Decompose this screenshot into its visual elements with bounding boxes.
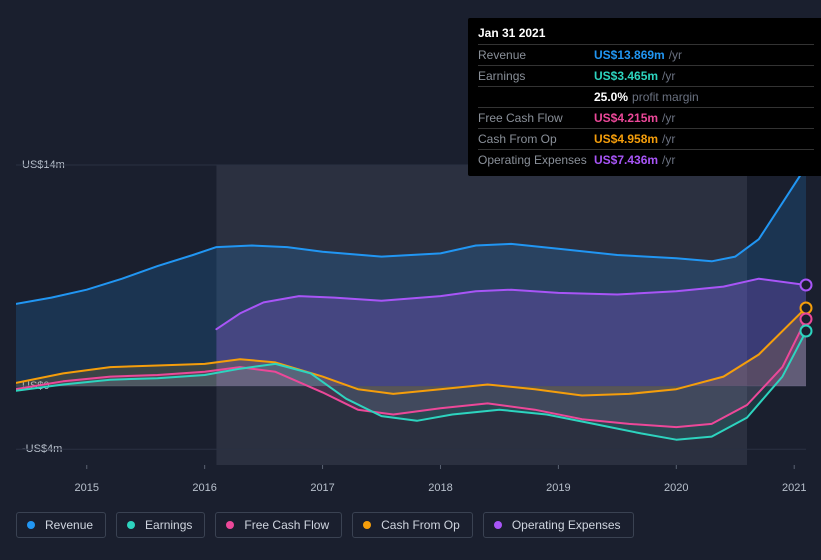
tooltip-row-unit: /yr [662,69,675,83]
legend-item-cash-from-op[interactable]: Cash From Op [352,512,473,538]
tooltip-row-label: Free Cash Flow [478,110,594,126]
legend-item-label: Revenue [45,518,93,532]
chart-plot-area[interactable] [16,155,806,475]
x-axis-label: 2018 [428,482,452,494]
tooltip-row-label [478,89,594,105]
tooltip-row: Cash From OpUS$4.958m/yr [478,128,814,149]
tooltip-date: Jan 31 2021 [478,24,814,44]
tooltip-row-unit: /yr [662,111,675,125]
x-axis-label: 2019 [546,482,570,494]
legend-item-earnings[interactable]: Earnings [116,512,205,538]
tooltip-row-unit: profit margin [632,90,699,104]
legend: Revenue Earnings Free Cash Flow Cash From O… [16,512,634,538]
legend-item-label: Cash From Op [381,518,460,532]
chart-svg [16,155,806,475]
tooltip-row: RevenueUS$13.869m/yr [478,44,814,65]
x-axis-label: 2016 [192,482,216,494]
legend-item-label: Earnings [145,518,192,532]
x-axis-label: 2020 [664,482,688,494]
tooltip-row-value: US$3.465m [594,69,658,83]
tooltip-row-value: US$7.436m [594,153,658,167]
legend-item-operating-expenses[interactable]: Operating Expenses [483,512,634,538]
tooltip-row-unit: /yr [662,132,675,146]
tooltip-row-value: 25.0% [594,90,628,104]
tooltip-row-value: US$13.869m [594,48,665,62]
legend-dot-icon [226,521,234,529]
tooltip-row: Operating ExpensesUS$7.436m/yr [478,149,814,170]
tooltip-row: 25.0% profit margin [478,86,814,107]
tooltip-row-label: Operating Expenses [478,152,594,168]
series-end-marker [800,279,813,292]
tooltip-row: Free Cash FlowUS$4.215m/yr [478,107,814,128]
legend-item-label: Operating Expenses [512,518,621,532]
tooltip-row-unit: /yr [669,48,682,62]
series-end-marker [800,325,813,338]
legend-dot-icon [27,521,35,529]
tooltip-row-value: US$4.958m [594,132,658,146]
legend-dot-icon [494,521,502,529]
tooltip-row-value: US$4.215m [594,111,658,125]
legend-item-free-cash-flow[interactable]: Free Cash Flow [215,512,342,538]
tooltip-row-label: Cash From Op [478,131,594,147]
x-axis-label: 2015 [74,482,98,494]
tooltip-card: Jan 31 2021 RevenueUS$13.869m/yrEarnings… [468,18,821,176]
legend-dot-icon [363,521,371,529]
chart-container: Jan 31 2021 RevenueUS$13.869m/yrEarnings… [0,0,821,560]
legend-dot-icon [127,521,135,529]
tooltip-row-label: Revenue [478,47,594,63]
legend-item-label: Free Cash Flow [244,518,329,532]
tooltip-row-label: Earnings [478,68,594,84]
tooltip-row-unit: /yr [662,153,675,167]
x-axis-label: 2017 [310,482,334,494]
tooltip-row: EarningsUS$3.465m/yr [478,65,814,86]
x-axis-label: 2021 [782,482,806,494]
legend-item-revenue[interactable]: Revenue [16,512,106,538]
